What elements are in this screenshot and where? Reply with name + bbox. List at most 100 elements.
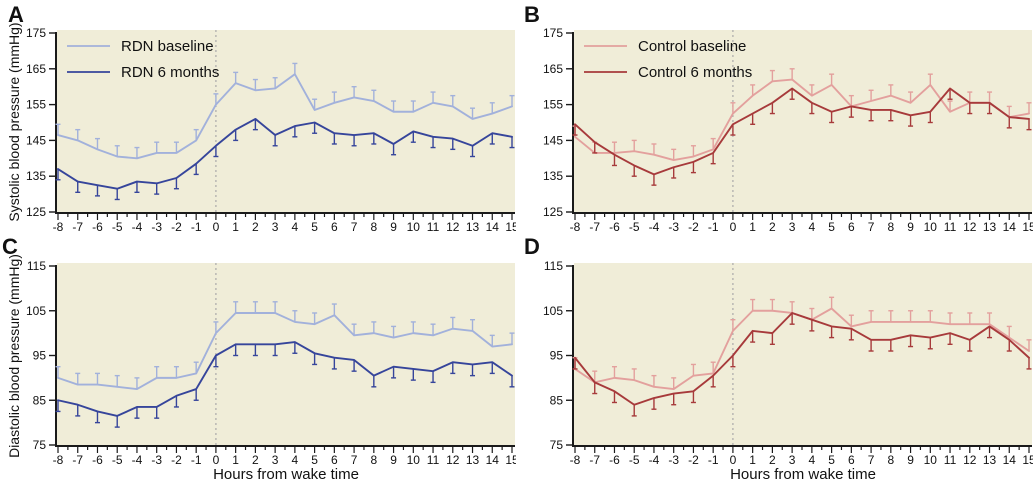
x-tick-label: -5 [629, 220, 640, 234]
x-tick-label: 11 [944, 453, 957, 467]
x-tick-label: 10 [407, 220, 421, 234]
legend-label: Control 6 months [638, 64, 752, 81]
y-tick-label: 155 [543, 98, 563, 112]
legend-label: Control baseline [638, 38, 746, 55]
x-tick-label: -7 [589, 220, 600, 234]
series-control-6-months [572, 312, 1032, 417]
y-tick-label: 85 [550, 393, 564, 407]
x-tick-label: 12 [446, 220, 460, 234]
x-tick-label: 6 [331, 453, 338, 467]
series-line [57, 73, 513, 160]
x-tick-label: 9 [390, 453, 397, 467]
x-tick-label: -3 [151, 220, 162, 234]
x-tick-label: -2 [171, 453, 182, 467]
series-line [574, 312, 1030, 406]
x-tick-label: -6 [92, 220, 103, 234]
x-tick-label: 0 [730, 453, 737, 467]
x-tick-label: -1 [191, 220, 202, 234]
x-tick-label: 14 [486, 453, 500, 467]
legend-label: RDN baseline [121, 38, 214, 55]
x-tick-label: 8 [370, 220, 377, 234]
x-tick-label: -1 [191, 453, 202, 467]
x-tick-label: 12 [963, 220, 977, 234]
x-tick-label: 6 [331, 220, 338, 234]
x-tick-label: 11 [427, 220, 440, 234]
x-tick-label: 5 [828, 220, 835, 234]
x-tick-label: 13 [983, 453, 997, 467]
x-tick-label: 0 [213, 453, 220, 467]
x-tick-label: -4 [132, 453, 143, 467]
x-tick-label: -8 [53, 220, 64, 234]
x-tick-label: 10 [924, 453, 938, 467]
series-line [57, 341, 513, 417]
x-tick-label: 12 [963, 453, 977, 467]
x-tick-label: 3 [272, 453, 279, 467]
x-tick-label: 1 [749, 220, 756, 234]
series-line [574, 78, 1030, 162]
x-tick-label: 14 [486, 220, 500, 234]
x-tick-label: 13 [466, 453, 480, 467]
x-tick-label: -6 [92, 453, 103, 467]
x-tick-label: -7 [72, 453, 83, 467]
x-tick-label: 1 [232, 220, 239, 234]
series-rdn-baseline [55, 301, 515, 391]
series-rdn-6-months [55, 117, 515, 201]
x-tick-label: 4 [809, 453, 816, 467]
y-tick-label: 165 [26, 62, 46, 76]
x-tick-label: -6 [609, 453, 620, 467]
x-tick-label: 11 [944, 220, 957, 234]
x-tick-label: 4 [292, 220, 299, 234]
y-tick-label: 145 [26, 133, 46, 147]
x-tick-label: -2 [171, 220, 182, 234]
diastolic-y-axis-title: Diastolic blood pressure (mmHg) [6, 254, 22, 458]
x-tick-label: -1 [708, 220, 719, 234]
y-tick-label: 115 [544, 259, 563, 273]
panel-label-a: A [8, 2, 24, 27]
series-rdn-6-months [55, 341, 515, 428]
y-tick-label: 75 [550, 438, 564, 452]
legend: RDN baseline RDN 6 months [67, 38, 219, 81]
x-tick-label: 5 [828, 453, 835, 467]
x-tick-label: 0 [730, 220, 737, 234]
x-tick-label: 15 [1022, 220, 1033, 234]
y-tick-label: 105 [26, 304, 46, 318]
plot-area [57, 263, 515, 446]
x-tick-label: 4 [292, 453, 299, 467]
x-tick-label: 3 [789, 453, 796, 467]
x-tick-label: 3 [272, 220, 279, 234]
x-tick-label: 6 [848, 453, 855, 467]
x-tick-label: 2 [769, 453, 776, 467]
x-tick-label: 7 [351, 220, 358, 234]
y-tick-label: 135 [26, 169, 46, 183]
y-tick-label: 175 [26, 26, 46, 40]
x-tick-label: 9 [907, 453, 914, 467]
series-control-baseline [572, 68, 1032, 162]
series-line [57, 117, 513, 190]
x-tick-label: 6 [848, 220, 855, 234]
x-axis-title-left: Hours from wake time [213, 466, 359, 483]
x-tick-label: 13 [983, 220, 997, 234]
x-tick-label: 2 [252, 220, 259, 234]
x-tick-label: 15 [505, 220, 516, 234]
x-tick-label: 8 [887, 453, 894, 467]
x-tick-label: -8 [570, 453, 581, 467]
x-tick-label: -8 [53, 453, 64, 467]
y-tick-label: 155 [26, 98, 46, 112]
x-axis-title-right: Hours from wake time [730, 466, 876, 483]
x-tick-label: 2 [252, 453, 259, 467]
x-tick-label: 10 [924, 220, 938, 234]
x-tick-label: 1 [232, 453, 239, 467]
x-tick-label: 4 [809, 220, 816, 234]
panel-label-d: D [524, 234, 540, 259]
x-tick-label: 3 [789, 220, 796, 234]
y-tick-label: 115 [27, 259, 46, 273]
legend: Control baseline Control 6 months [584, 38, 752, 81]
x-tick-label: -7 [72, 220, 83, 234]
